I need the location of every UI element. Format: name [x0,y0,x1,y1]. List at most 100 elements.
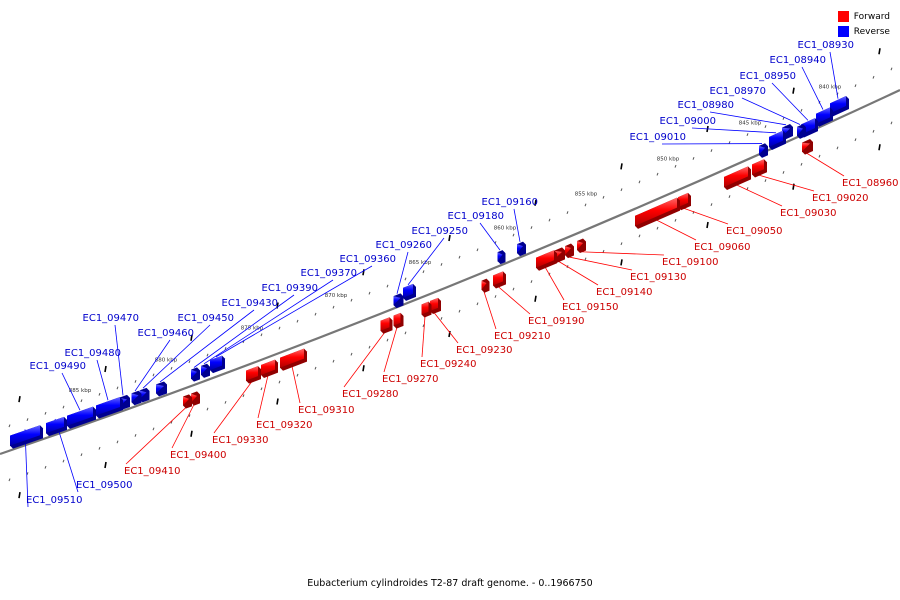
gene-label-ec1_08930[interactable]: EC1_08930 [798,40,854,51]
gene-label-ec1_09140[interactable]: EC1_09140 [596,287,652,298]
gene-feature-ec1_08940[interactable] [816,107,833,127]
gene-label-ec1_09390[interactable]: EC1_09390 [262,283,318,294]
gene-label-ec1_09270[interactable]: EC1_09270 [382,374,438,385]
gene-feature-ec1_09100[interactable] [577,238,586,254]
gene-feature-ec1_09030[interactable] [724,166,751,191]
gene-feature-ec1_09250[interactable] [403,283,416,301]
gene-label-ec1_09500[interactable]: EC1_09500 [76,480,132,491]
gene-body [752,159,764,175]
leader-line [134,339,171,392]
gene-feature-ec1_09390[interactable] [191,367,200,382]
gene-label-ec1_09020[interactable]: EC1_09020 [812,193,868,204]
scale-tick [674,218,677,222]
gene-label-ec1_09010[interactable]: EC1_09010 [630,132,686,143]
gene-label-ec1_09180[interactable]: EC1_09180 [448,211,504,222]
gene-label-ec1_09050[interactable]: EC1_09050 [726,226,782,237]
gene-label-ec1_08980[interactable]: EC1_08980 [678,100,734,111]
gene-label-ec1_09280[interactable]: EC1_09280 [342,389,398,400]
scale-tick [224,400,227,404]
gene-label-ec1_09370[interactable]: EC1_09370 [301,268,357,279]
gene-feature-ec1_09320[interactable] [261,359,278,378]
gene-arrow [565,246,571,256]
gene-label-ec1_09480[interactable]: EC1_09480 [65,348,121,359]
gene-feature-ec1_09020[interactable] [752,159,767,178]
leader-line [203,279,334,365]
gene-feature-ec1_09130[interactable] [565,243,574,259]
gene-label-ec1_08950[interactable]: EC1_08950 [740,71,796,82]
major-tick [362,365,365,372]
gene-label-ec1_09060[interactable]: EC1_09060 [694,242,750,253]
gene-feature-ec1_09010[interactable] [759,143,768,158]
gene-label-ec1_09160[interactable]: EC1_09160 [482,197,538,208]
scale-tick [602,249,605,253]
gene-label-ec1_09240[interactable]: EC1_09240 [420,359,476,370]
gene-feature-ec1_09190[interactable] [493,271,506,289]
gene-label-ec1_09470[interactable]: EC1_09470 [83,313,139,324]
gene-label-ec1_09260[interactable]: EC1_09260 [376,240,432,251]
gene-label-ec1_09210[interactable]: EC1_09210 [494,331,550,342]
gene-label-ec1_09490[interactable]: EC1_09490 [30,361,86,372]
gene-label-ec1_09100[interactable]: EC1_09100 [662,257,718,268]
gene-feature-ec1_09510[interactable] [10,425,43,449]
gene-label-ec1_09250[interactable]: EC1_09250 [412,226,468,237]
gene-feature-ec1_09400[interactable] [191,391,200,406]
gene-label-ec1_08960[interactable]: EC1_08960 [842,178,898,189]
gene-feature-ec1_09330[interactable] [246,366,261,384]
major-tick [534,199,537,206]
gene-feature-ec1_09360[interactable] [210,355,225,374]
gene-feature-ec1_09310[interactable] [280,348,307,371]
gene-label-ec1_09150[interactable]: EC1_09150 [562,302,618,313]
gene-feature-ec1_09500[interactable] [46,416,67,437]
gene-label-ec1_09330[interactable]: EC1_09330 [212,435,268,446]
gene-feature-ec1_09160[interactable] [517,241,526,257]
gene-feature-ec1_09000[interactable] [769,130,786,150]
gene-feature-ec1_08960[interactable] [802,138,813,155]
scale-tick [764,125,767,128]
gene-feature-ec1_09230[interactable] [430,297,441,315]
gene-label-ec1_09450[interactable]: EC1_09450 [178,313,234,324]
gene-feature-ec1_09460[interactable] [131,390,142,406]
gene-label-ec1_09130[interactable]: EC1_09130 [630,272,686,283]
gene-feature-ec1_09060[interactable] [635,197,680,229]
forward-swatch-icon [837,11,849,22]
gene-feature-ec1_09280[interactable] [380,317,393,334]
gene-label-ec1_09460[interactable]: EC1_09460 [138,328,194,339]
gene-feature-ec1_09270[interactable] [393,312,404,329]
gene-feature-ec1_08970[interactable] [797,124,806,139]
gene-arrow [517,244,523,254]
gene-feature-ec1_09050[interactable] [678,192,691,211]
gene-feature-ec1_09150[interactable] [536,250,557,271]
gene-feature-ec1_09240[interactable] [421,301,432,318]
scale-tick [116,386,119,390]
gene-feature-ec1_09480[interactable] [96,396,123,419]
gene-label-ec1_09190[interactable]: EC1_09190 [528,316,584,327]
gene-feature-ec1_09180[interactable] [497,250,506,265]
gene-label-ec1_08940[interactable]: EC1_08940 [770,55,826,66]
gene-label-ec1_09430[interactable]: EC1_09430 [222,298,278,309]
gene-feature-ec1_08930[interactable] [830,96,849,117]
gene-label-ec1_09000[interactable]: EC1_09000 [660,116,716,127]
gene-feature-ec1_09260[interactable] [393,293,404,309]
gene-feature-ec1_09210[interactable] [481,278,490,293]
scale-tick [98,392,101,396]
gene-label-ec1_09320[interactable]: EC1_09320 [256,420,312,431]
gene-label-ec1_09230[interactable]: EC1_09230 [456,345,512,356]
gene-feature-ec1_09410[interactable] [183,394,192,409]
gene-arrow [191,369,197,379]
gene-body [67,406,93,426]
gene-label-ec1_08970[interactable]: EC1_08970 [710,86,766,97]
gene-label-ec1_09360[interactable]: EC1_09360 [340,254,396,265]
scale-tick [458,309,461,313]
gene-label-ec1_09030[interactable]: EC1_09030 [780,208,836,219]
gene-feature-ec1_09370[interactable] [201,363,210,378]
gene-feature-ec1_09430[interactable] [156,381,167,397]
scale-label: 860 kbp [494,226,517,232]
major-tick [190,430,193,437]
gene-label-ec1_09400[interactable]: EC1_09400 [170,450,226,461]
gene-feature-ec1_09490[interactable] [67,406,96,429]
gene-label-ec1_09410[interactable]: EC1_09410 [124,466,180,477]
gene-body [421,301,429,315]
gene-label-ec1_09510[interactable]: EC1_09510 [26,495,82,506]
leader-line [257,375,269,419]
gene-label-ec1_09310[interactable]: EC1_09310 [298,405,354,416]
